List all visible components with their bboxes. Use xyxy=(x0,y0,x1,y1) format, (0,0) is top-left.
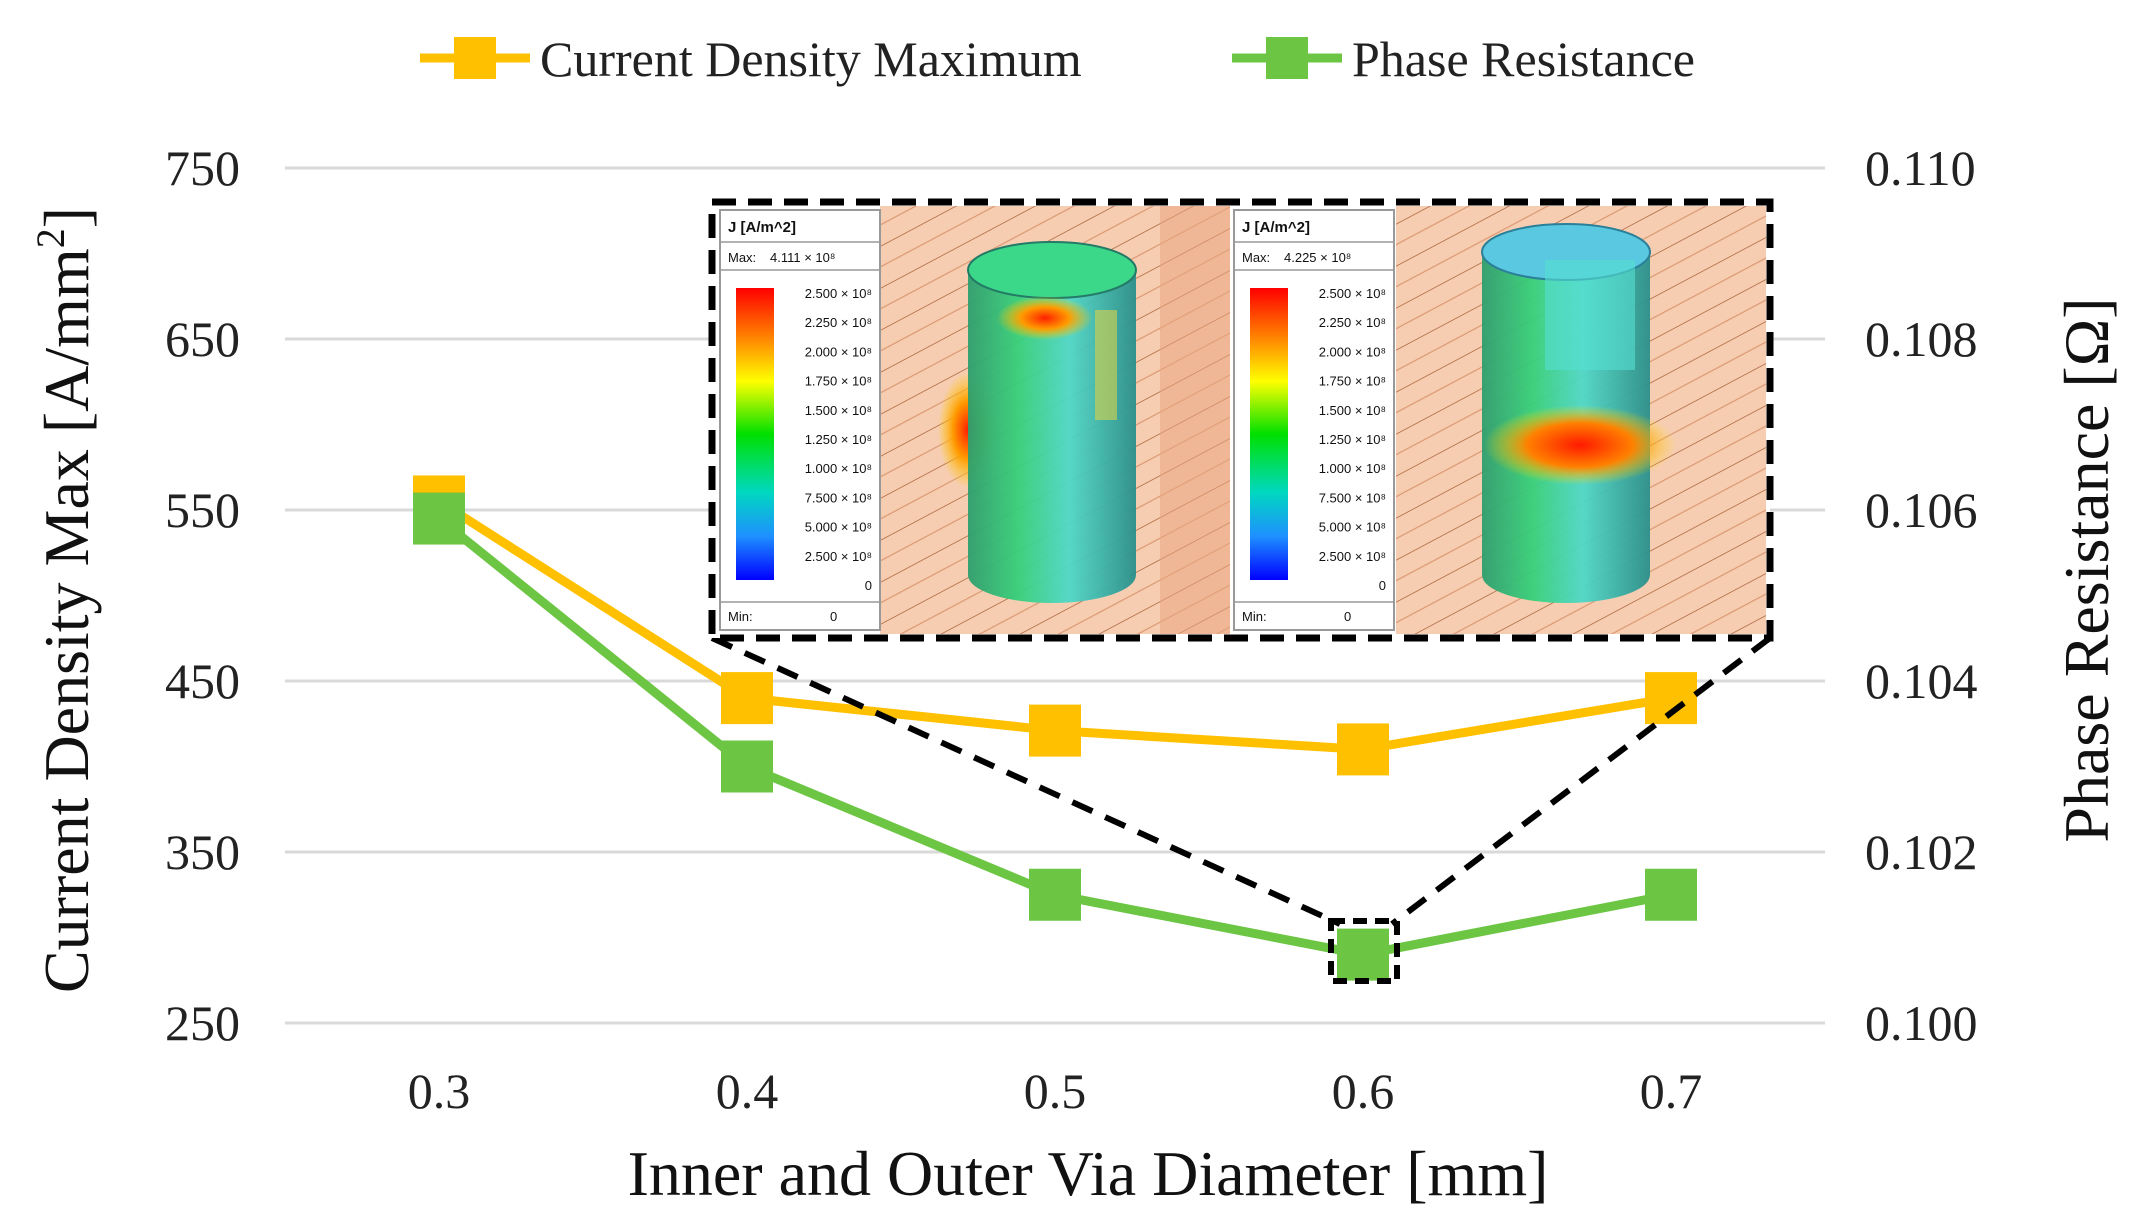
y2-axis-title: Phase Resistance [Ω] xyxy=(2051,297,2122,842)
colorbar-header: J [A/m^2] xyxy=(1242,219,1310,236)
colorbar-max-label: Max: xyxy=(728,250,756,265)
copper-edge-1 xyxy=(1160,206,1230,634)
callout-line-left xyxy=(710,635,1342,927)
colorbar-scale-label: 0 xyxy=(1379,578,1386,593)
legend-label-phase-resistance: Phase Resistance xyxy=(1352,31,1695,87)
y2-axis-ticks: 0.100 0.102 0.104 0.106 0.108 0.110 xyxy=(1865,140,1978,1051)
colorbar-scale-label: 1.750 × 10⁸ xyxy=(1319,374,1386,389)
data-point-phase-resistance xyxy=(721,740,773,793)
data-point-current-density xyxy=(1337,723,1389,776)
highlight-box xyxy=(1328,918,1400,984)
y2-tick-label: 0.100 xyxy=(1865,995,1978,1051)
y-tick-label: 450 xyxy=(165,653,240,709)
colorbar-scale-label: 1.500 × 10⁸ xyxy=(805,403,872,418)
colorbar-scale-label: 1.000 × 10⁸ xyxy=(1319,461,1386,476)
legend-marker-phase-resistance xyxy=(1266,37,1308,79)
colorbar-scale-label: 5.000 × 10⁸ xyxy=(1319,520,1386,535)
y2-tick-label: 0.106 xyxy=(1865,482,1978,538)
y2-tick-label: 0.104 xyxy=(1865,653,1978,709)
legend-marker-current-density xyxy=(454,37,496,79)
via-yellow-streak-1 xyxy=(1095,310,1117,420)
y-tick-label: 250 xyxy=(165,995,240,1051)
y-tick-label: 550 xyxy=(165,482,240,538)
colorbar-scale-label: 1.250 × 10⁸ xyxy=(805,432,872,447)
y2-tick-label: 0.110 xyxy=(1865,140,1976,196)
y-axis-ticks: 250 350 450 550 650 750 xyxy=(165,140,240,1051)
y-tick-label: 650 xyxy=(165,311,240,367)
x-axis-ticks: 0.3 0.4 0.5 0.6 0.7 xyxy=(408,1063,1703,1119)
inset-border xyxy=(708,198,1774,642)
colorbar-scale-label: 2.000 × 10⁸ xyxy=(805,344,872,359)
via-top-1 xyxy=(967,241,1137,299)
x-axis-title: Inner and Outer Via Diameter [mm] xyxy=(628,1138,1549,1209)
x-tick-label: 0.7 xyxy=(1640,1063,1703,1119)
inset-panel-2 xyxy=(1396,206,1766,634)
colorbar-scale-label: 1.500 × 10⁸ xyxy=(1319,403,1386,418)
colorbar-header: J [A/m^2] xyxy=(728,219,796,236)
colorbar-gradient xyxy=(1250,288,1288,580)
legend-label-current-density: Current Density Maximum xyxy=(540,31,1082,87)
colorbar-scale-label: 2.500 × 10⁸ xyxy=(1319,549,1386,564)
colorbar-scale-label: 7.500 × 10⁸ xyxy=(805,490,872,505)
colorbar-scale-label: 5.000 × 10⁸ xyxy=(805,520,872,535)
colorbar-gradient xyxy=(736,288,774,580)
colorbar-scale-label: 7.500 × 10⁸ xyxy=(1319,490,1386,505)
colorbar-scale-label: 2.000 × 10⁸ xyxy=(1319,344,1386,359)
data-point-current-density xyxy=(1029,704,1081,757)
legend: Current Density Maximum Phase Resistance xyxy=(420,31,1695,87)
colorbar-scale-label: 1.000 × 10⁸ xyxy=(805,461,872,476)
inset-panel-1 xyxy=(880,206,1230,634)
x-tick-label: 0.4 xyxy=(716,1063,779,1119)
colorbar-scale-label: 2.250 × 10⁸ xyxy=(1319,315,1386,330)
callout xyxy=(710,635,1772,984)
data-point-phase-resistance xyxy=(1029,868,1081,921)
colorbar-scale-label: 2.500 × 10⁸ xyxy=(805,286,872,301)
colorbar-min-value: 0 xyxy=(830,609,837,624)
y2-tick-label: 0.102 xyxy=(1865,824,1978,880)
colorbar-min-label: Min: xyxy=(728,609,753,624)
data-point-phase-resistance xyxy=(1337,928,1389,981)
colorbar-panel-1: J [A/m^2] Max: 4.111 × 10⁸ 2.500 × 10⁸ 2.250… xyxy=(719,209,881,631)
via-cyan-area-2 xyxy=(1545,260,1635,370)
y-axis-title: Current Density Max [A/mm2] xyxy=(28,207,102,993)
colorbar-max-value: 4.225 × 10⁸ xyxy=(1284,250,1351,265)
data-point-phase-resistance xyxy=(413,492,465,545)
colorbar-min-value: 0 xyxy=(1344,609,1351,624)
data-point-phase-resistance xyxy=(1645,868,1697,921)
colorbar-max-label: Max: xyxy=(1242,250,1270,265)
colorbar-panel-2: J [A/m^2] Max: 4.225 × 10⁸ 2.500 × 10⁸ 2.250… xyxy=(1233,209,1395,631)
colorbar-scale-label: 2.250 × 10⁸ xyxy=(805,315,872,330)
colorbar-scale-label: 1.250 × 10⁸ xyxy=(1319,432,1386,447)
colorbar-scale-label: 0 xyxy=(865,578,872,593)
y2-tick-label: 0.108 xyxy=(1865,311,1978,367)
data-point-current-density xyxy=(721,672,773,725)
colorbar-scale-label: 2.500 × 10⁸ xyxy=(1319,286,1386,301)
callout-line-right xyxy=(1390,635,1772,927)
via-hotspot-band-2 xyxy=(1484,405,1676,485)
colorbar-min-label: Min: xyxy=(1242,609,1267,624)
y-tick-label: 350 xyxy=(165,824,240,880)
x-tick-label: 0.6 xyxy=(1332,1063,1395,1119)
x-tick-label: 0.3 xyxy=(408,1063,471,1119)
x-tick-label: 0.5 xyxy=(1024,1063,1087,1119)
colorbar-scale-label: 2.500 × 10⁸ xyxy=(805,549,872,564)
via-hotspot-top-1 xyxy=(997,296,1093,340)
colorbar-max-value: 4.111 × 10⁸ xyxy=(770,250,835,265)
colorbar-scale-label: 1.750 × 10⁸ xyxy=(805,374,872,389)
inset: J [A/m^2] Max: 4.111 × 10⁸ 2.500 × 10⁸ 2.250… xyxy=(708,198,1774,642)
y-tick-label: 750 xyxy=(165,140,240,196)
